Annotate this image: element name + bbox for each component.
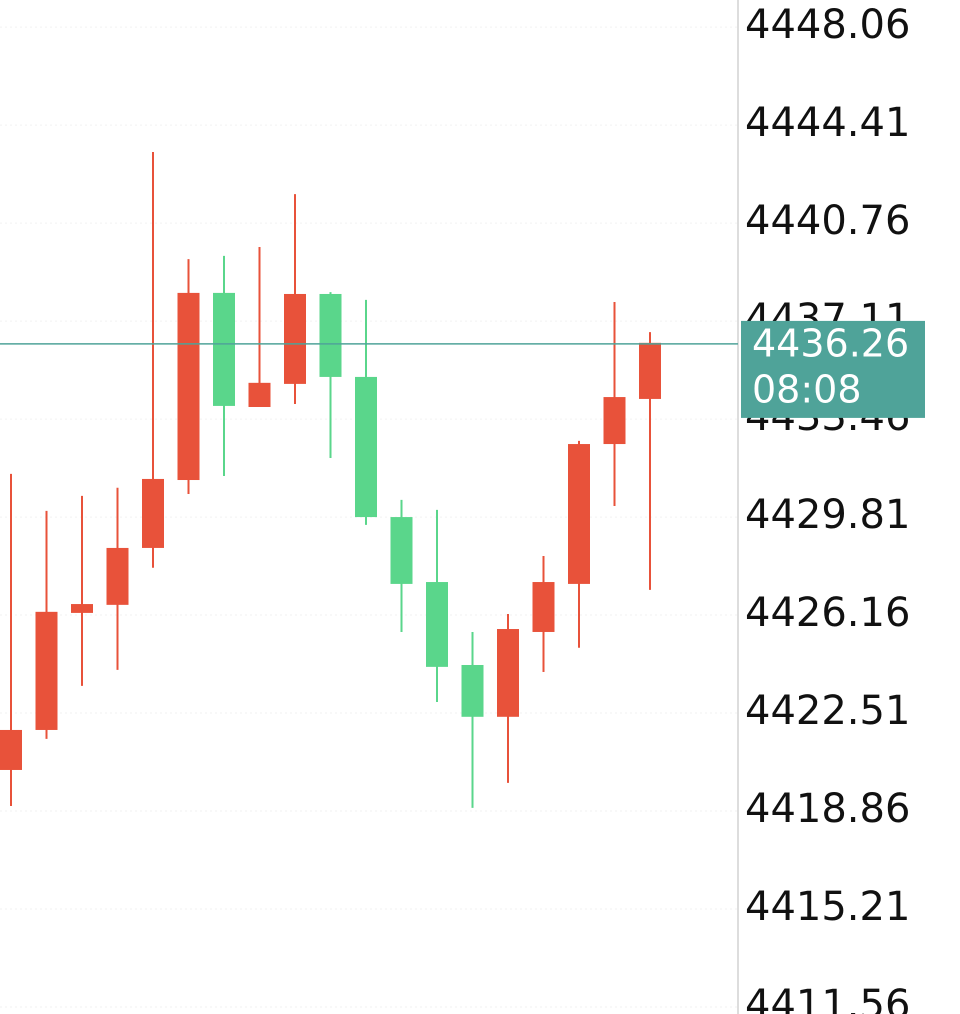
last-price-box bbox=[741, 320, 925, 418]
y-tick-label: 4440.76 bbox=[745, 198, 910, 244]
y-tick-label: 4422.51 bbox=[745, 688, 910, 734]
candle-body bbox=[355, 376, 377, 518]
y-tick-label: 4411.56 bbox=[745, 982, 910, 1014]
last-price-label: 4436.26 bbox=[752, 321, 909, 365]
candle-body bbox=[106, 547, 129, 605]
candle-body bbox=[532, 582, 555, 632]
candle-body bbox=[319, 293, 342, 377]
candle-body bbox=[568, 444, 590, 584]
candle-body bbox=[71, 604, 93, 613]
y-tick-label: 4429.81 bbox=[745, 492, 910, 538]
last-time-label: 08:08 bbox=[752, 367, 862, 411]
candle-body bbox=[426, 582, 448, 667]
candle-body bbox=[497, 629, 519, 717]
candle-body bbox=[35, 611, 58, 730]
candle-body bbox=[213, 292, 235, 406]
y-tick-label: 4444.41 bbox=[745, 100, 910, 146]
y-tick-label: 4418.86 bbox=[745, 786, 910, 832]
candle-body bbox=[0, 729, 22, 770]
candle-body bbox=[177, 292, 200, 481]
candle-body bbox=[284, 293, 306, 384]
candle-body bbox=[248, 382, 271, 407]
candle-body bbox=[461, 664, 484, 717]
candle-body bbox=[390, 517, 413, 584]
candle-body bbox=[639, 342, 661, 399]
y-tick-label: 4415.21 bbox=[745, 884, 910, 930]
y-tick-label: 4426.16 bbox=[745, 590, 910, 636]
candle-body bbox=[142, 478, 164, 548]
candle-body bbox=[603, 397, 626, 445]
y-tick-label: 4448.06 bbox=[745, 2, 910, 48]
